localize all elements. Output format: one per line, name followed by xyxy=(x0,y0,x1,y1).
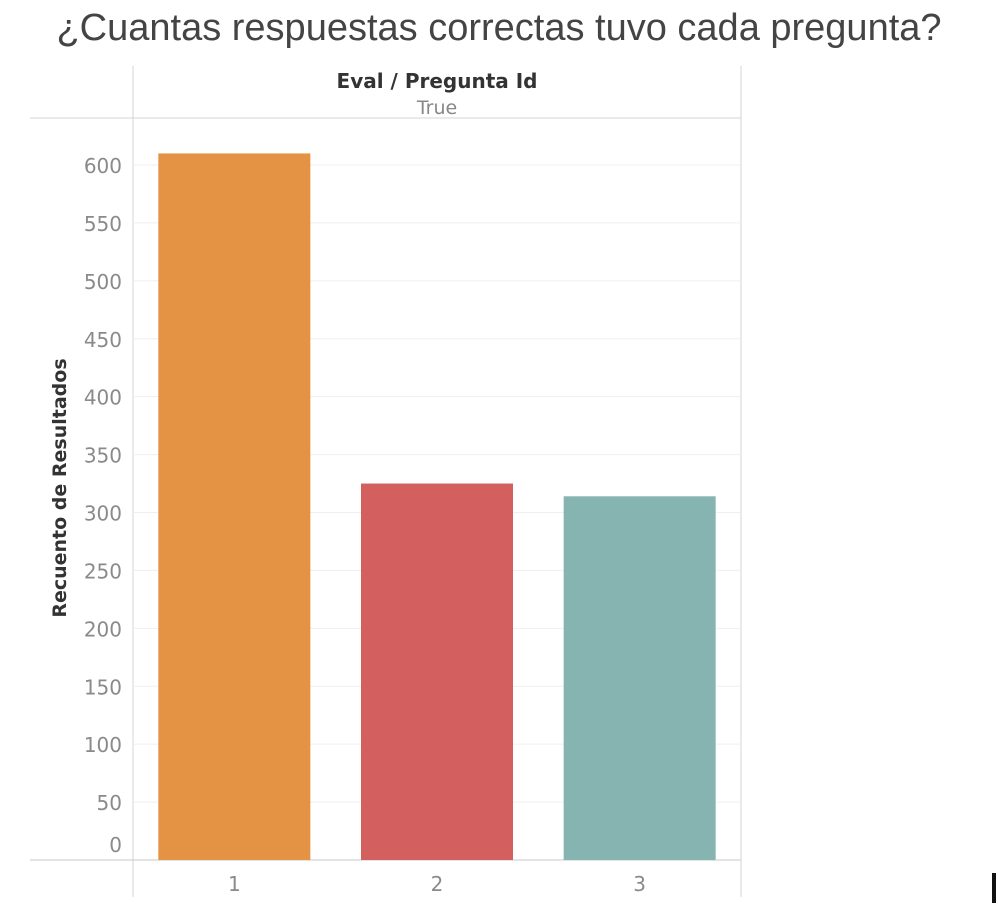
y-tick-label: 350 xyxy=(84,444,122,468)
x-tick-labels: 1 2 3 xyxy=(228,872,646,896)
y-axis-label: Recuento de Resultados xyxy=(49,358,71,617)
y-tick-label: 400 xyxy=(84,386,122,410)
y-tick-label: 500 xyxy=(84,270,122,294)
y-tick-label: 600 xyxy=(84,154,122,178)
y-tick-label: 550 xyxy=(84,212,122,236)
header-value: True xyxy=(416,97,457,119)
chart-title: ¿Cuantas respuestas correctas tuvo cada … xyxy=(56,7,942,49)
y-tick-label: 450 xyxy=(84,328,122,352)
x-tick-label: 1 xyxy=(228,872,241,896)
bar-1[interactable] xyxy=(158,153,311,860)
bar-2[interactable] xyxy=(361,483,513,860)
bars xyxy=(158,153,716,860)
y-tick-labels: 0 50 100 150 200 250 300 350 400 450 500 550 600 xyxy=(84,154,122,857)
y-tick-label: 250 xyxy=(84,559,122,583)
y-tick-label: 200 xyxy=(84,617,122,641)
y-tick-label: 150 xyxy=(84,675,122,699)
bar-3[interactable] xyxy=(563,496,716,860)
x-tick-label: 2 xyxy=(431,872,444,896)
text-cursor xyxy=(992,873,996,903)
y-tick-label: 50 xyxy=(97,791,122,815)
y-tick-label: 100 xyxy=(84,733,122,757)
y-tick-label: 300 xyxy=(84,502,122,526)
x-tick-label: 3 xyxy=(633,872,646,896)
header-title: Eval / Pregunta Id xyxy=(337,69,538,93)
y-tick-label: 0 xyxy=(109,833,122,857)
